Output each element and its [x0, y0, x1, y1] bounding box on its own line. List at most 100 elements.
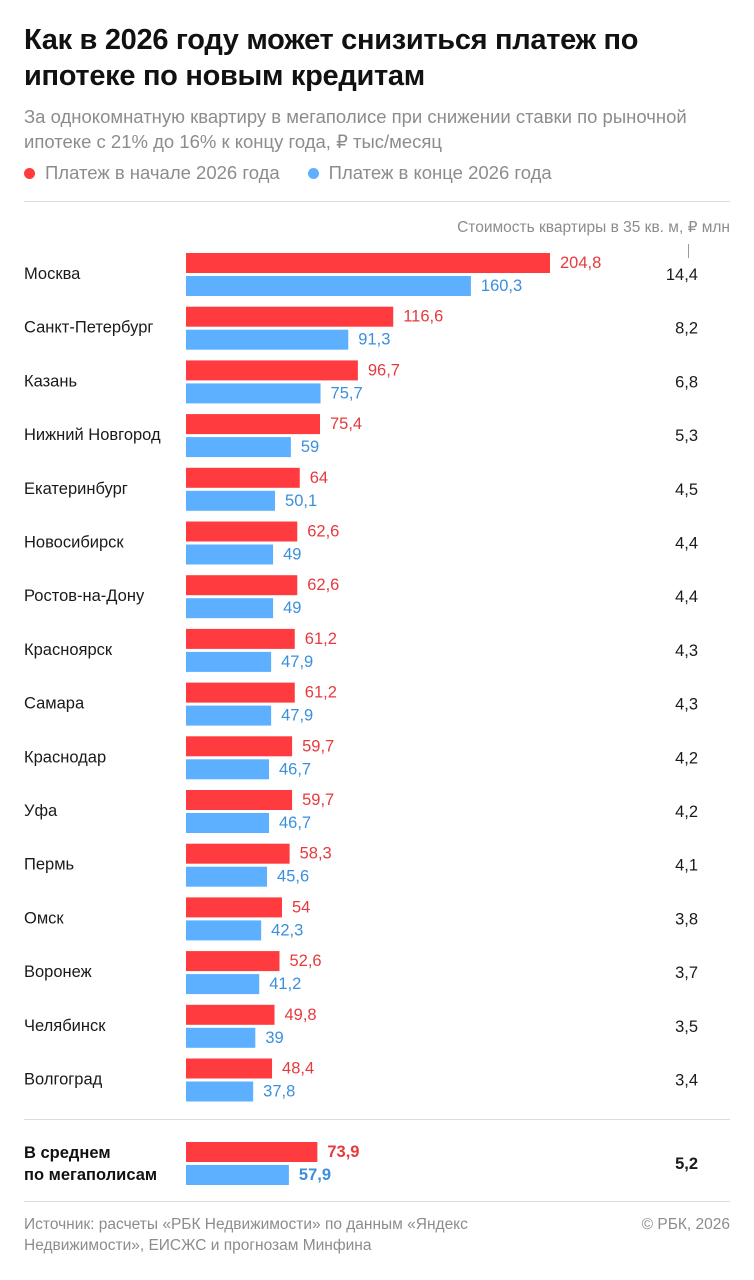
- value-label-start-average: 73,9: [327, 1143, 359, 1161]
- city-label-11: Пермь: [24, 856, 74, 874]
- bar-end-3: [186, 437, 291, 458]
- value-label-start-0: 204,8: [560, 254, 601, 272]
- value-label-start-8: 61,2: [305, 684, 337, 702]
- value-label-end-9: 46,7: [279, 760, 311, 778]
- chart-subtitle: За однокомнатную квартиру в мегаполисе п…: [24, 106, 687, 152]
- bar-end-1: [186, 329, 349, 350]
- bar-start-0: [186, 253, 550, 273]
- bar-end-4: [186, 490, 276, 511]
- legend-item-start: Платеж в начале 2026 года: [24, 162, 280, 184]
- value-label-end-5: 49: [283, 546, 301, 564]
- city-label-12: Омск: [24, 909, 64, 927]
- cost-value-10: 4,2: [675, 803, 698, 821]
- bar-start-4: [186, 467, 300, 488]
- value-label-start-2: 96,7: [368, 361, 400, 379]
- bar-end-12: [186, 920, 262, 941]
- bar-start-14: [186, 1004, 275, 1025]
- value-label-end-10: 46,7: [279, 814, 311, 832]
- bar-end-7: [186, 651, 272, 672]
- bar-end-10: [186, 813, 270, 833]
- value-label-end-average: 57,9: [299, 1166, 331, 1184]
- value-label-end-7: 47,9: [281, 653, 313, 671]
- value-label-end-13: 41,2: [269, 975, 301, 993]
- legend-label-start: Платеж в начале 2026 года: [45, 162, 280, 183]
- top-divider: [24, 201, 730, 202]
- bar-start-5: [186, 521, 298, 542]
- city-label-0: Москва: [24, 265, 81, 283]
- bar-start-6: [186, 575, 298, 596]
- cost-value-5: 4,4: [675, 535, 698, 553]
- value-label-start-7: 61,2: [305, 630, 337, 648]
- chart-title: Как в 2026 году может снизиться платеж п…: [24, 24, 639, 92]
- bar-end-13: [186, 974, 260, 995]
- bar-end-15: [186, 1081, 254, 1102]
- bar-start-average: [186, 1142, 318, 1162]
- bar-end-2: [186, 383, 321, 404]
- city-label-3: Нижний Новгород: [24, 426, 161, 444]
- value-label-start-6: 62,6: [307, 576, 339, 594]
- cost-value-2: 6,8: [675, 373, 698, 391]
- city-label-4: Екатеринбург: [24, 480, 128, 498]
- city-label-9: Краснодар: [24, 748, 106, 766]
- legend-swatch-end: [307, 167, 319, 179]
- bar-start-7: [186, 628, 295, 649]
- value-label-start-5: 62,6: [307, 523, 339, 541]
- cost-value-average: 5,2: [675, 1155, 698, 1173]
- bar-end-9: [186, 759, 270, 780]
- legend-swatch-start: [24, 167, 35, 179]
- value-label-start-11: 58,3: [300, 845, 332, 863]
- copyright: © РБК, 2026: [641, 1216, 730, 1233]
- bar-start-15: [186, 1058, 273, 1079]
- cost-value-6: 4,4: [675, 588, 698, 606]
- average-divider: [24, 1119, 730, 1120]
- value-label-end-12: 42,3: [271, 921, 303, 939]
- value-label-end-6: 49: [283, 599, 301, 617]
- legend-label-end: Платеж в конце 2026 года: [328, 162, 552, 183]
- bar-end-5: [186, 544, 274, 565]
- value-label-start-15: 48,4: [282, 1060, 314, 1078]
- value-label-start-14: 49,8: [285, 1006, 317, 1024]
- value-label-start-4: 64: [310, 469, 328, 487]
- value-label-start-13: 52,6: [289, 952, 321, 970]
- bar-chart: Москва 204,8 160,3 14,4 Санкт-Петербург 116,6…: [24, 253, 698, 1185]
- city-label-5: Новосибирск: [24, 534, 124, 552]
- value-label-end-1: 91,3: [358, 331, 390, 349]
- cost-value-0: 14,4: [666, 266, 698, 284]
- bar-start-8: [186, 682, 295, 703]
- city-label-8: Самара: [24, 695, 85, 713]
- average-label-line2: по мегаполисам: [24, 1166, 157, 1184]
- bar-start-12: [186, 897, 282, 918]
- bar-start-10: [186, 790, 293, 810]
- value-label-end-8: 47,9: [281, 707, 313, 725]
- cost-value-15: 3,4: [675, 1072, 698, 1090]
- city-label-2: Казань: [24, 372, 77, 390]
- value-label-end-0: 160,3: [481, 277, 522, 295]
- bar-start-9: [186, 736, 293, 757]
- value-label-end-14: 39: [265, 1029, 283, 1047]
- cost-value-13: 3,7: [675, 964, 698, 982]
- city-label-15: Волгоград: [24, 1071, 103, 1089]
- city-label-13: Воронеж: [24, 963, 92, 981]
- city-label-10: Уфа: [24, 802, 58, 820]
- value-label-start-3: 75,4: [330, 415, 362, 433]
- bar-end-8: [186, 705, 272, 726]
- city-label-14: Челябинск: [24, 1017, 106, 1035]
- value-label-start-1: 116,6: [403, 308, 443, 326]
- value-label-end-11: 45,6: [277, 868, 309, 886]
- legend-item-end: Платеж в конце 2026 года: [307, 162, 552, 184]
- cost-value-9: 4,2: [675, 749, 698, 767]
- bottom-divider: [24, 1201, 730, 1202]
- bar-start-2: [186, 360, 358, 381]
- value-label-start-10: 59,7: [302, 791, 334, 809]
- cost-value-11: 4,1: [675, 857, 698, 875]
- value-label-end-3: 59: [301, 438, 319, 456]
- bar-end-14: [186, 1027, 256, 1048]
- bar-end-average: [186, 1165, 289, 1185]
- legend: Платеж в начале 2026 года Платеж в конце…: [24, 160, 580, 186]
- bar-start-13: [186, 951, 280, 972]
- value-label-end-15: 37,8: [263, 1083, 295, 1101]
- value-label-start-9: 59,7: [302, 737, 334, 755]
- cost-value-14: 3,5: [675, 1018, 698, 1036]
- cost-column-header: Стоимость квартиры в 35 кв. м, ₽ млн: [457, 219, 730, 236]
- value-label-start-12: 54: [292, 898, 310, 916]
